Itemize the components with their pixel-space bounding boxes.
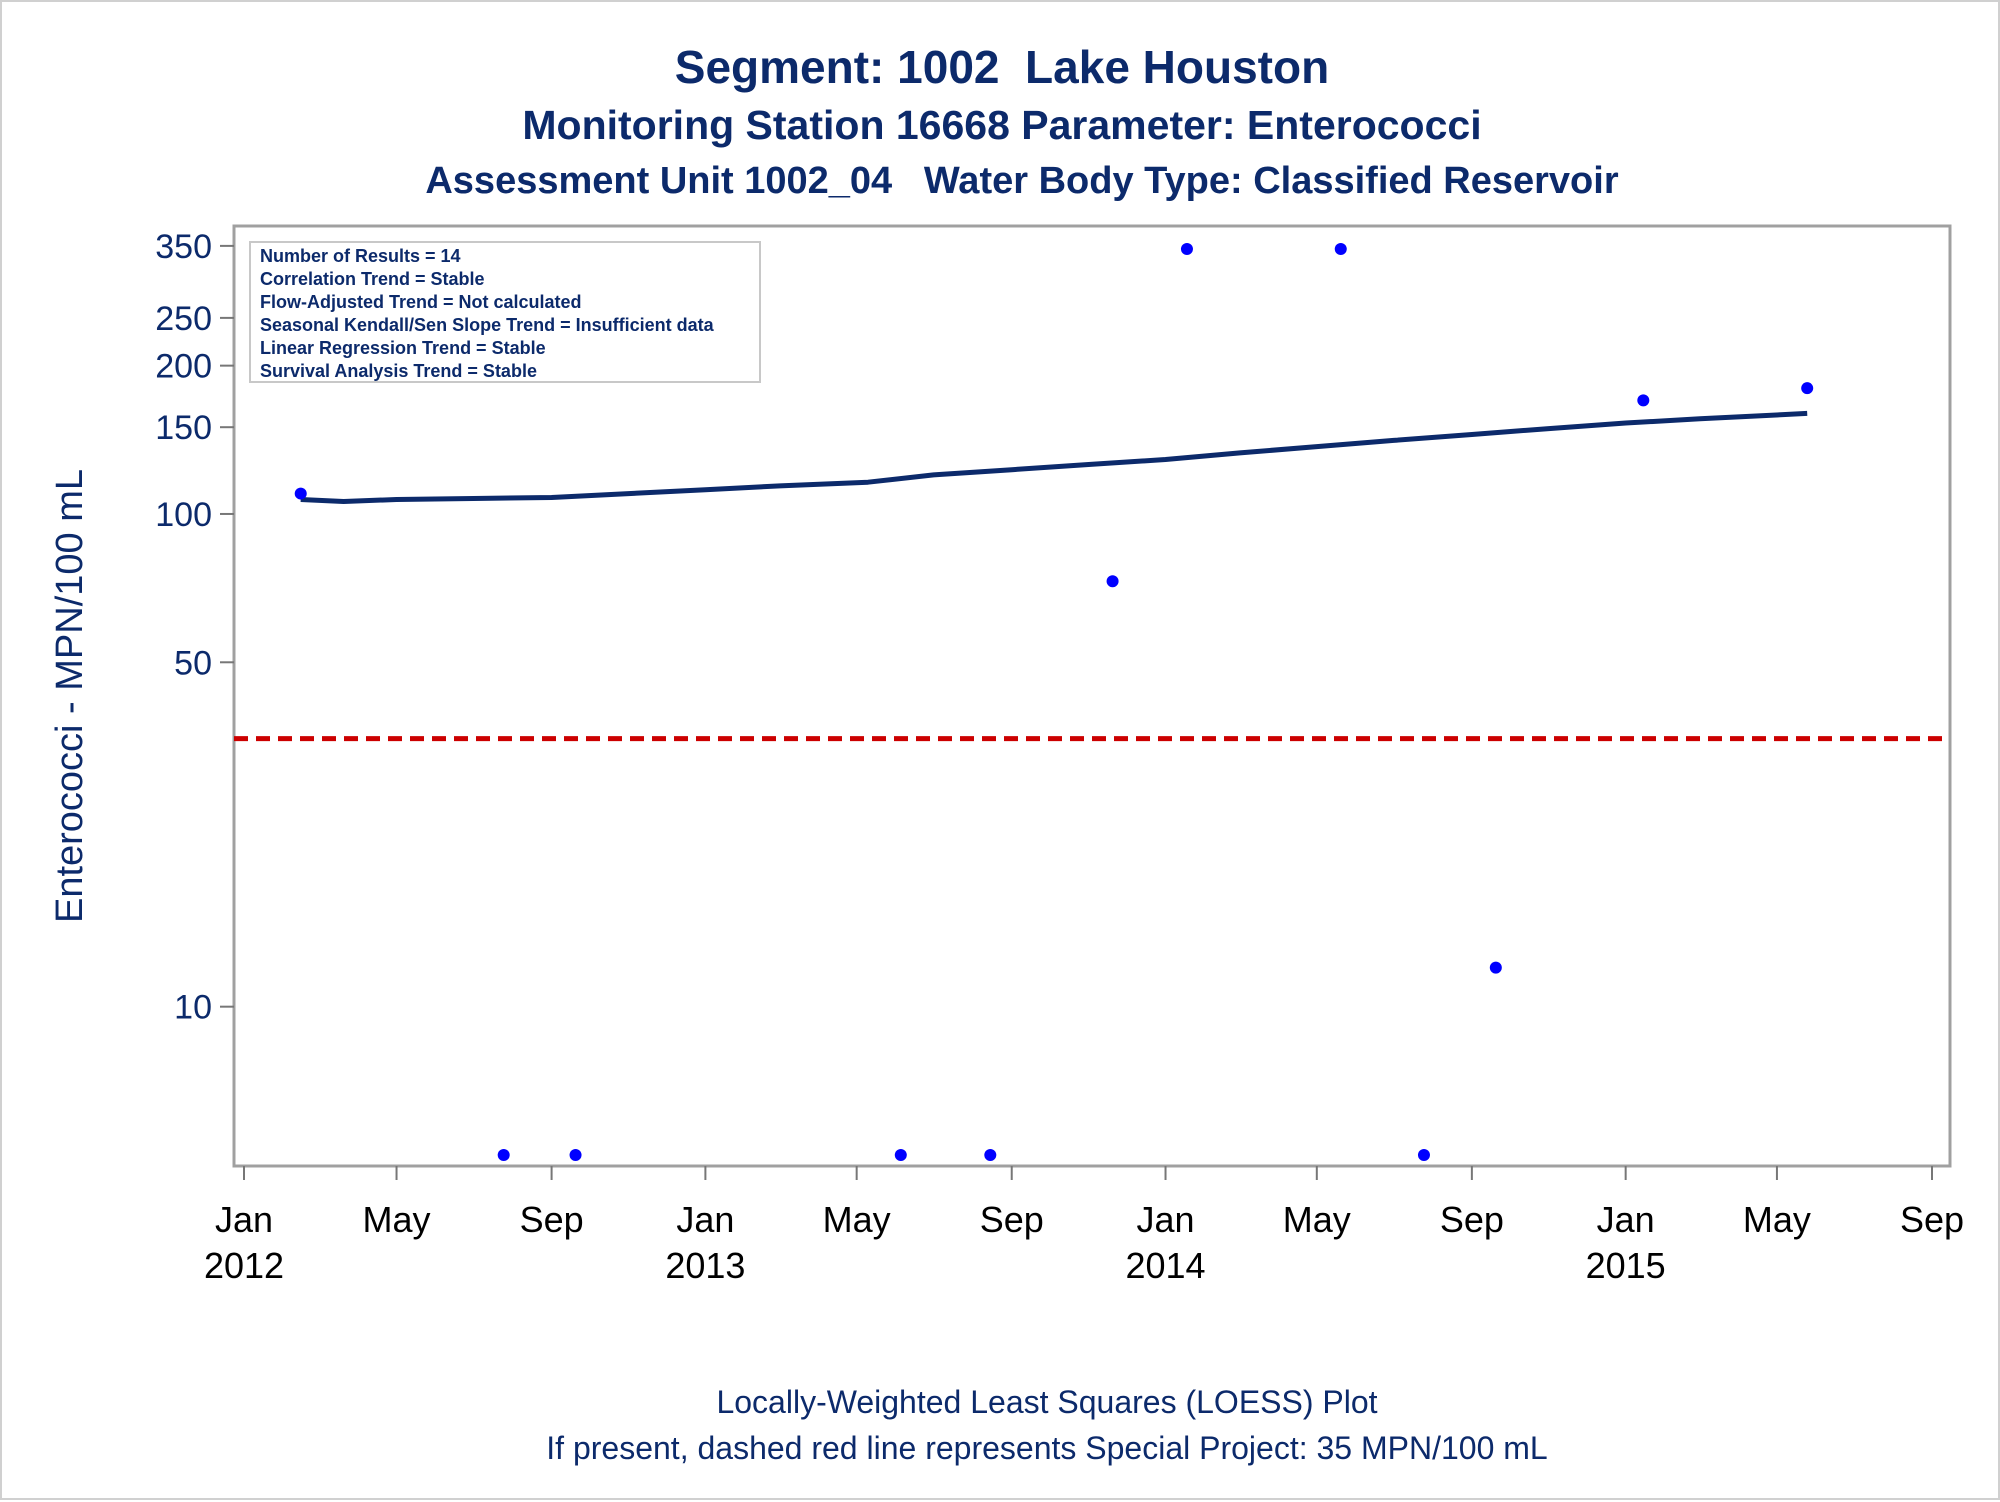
- x-tick-year-label: 2015: [1586, 1245, 1666, 1286]
- data-point: [1334, 242, 1347, 255]
- x-tick-label: May: [823, 1199, 891, 1240]
- data-point: [294, 487, 307, 500]
- y-tick-label: 10: [174, 989, 212, 1027]
- data-point: [1417, 1149, 1430, 1161]
- data-point: [497, 1149, 510, 1161]
- loess-curve: [300, 410, 1808, 504]
- stats-box-line: Flow-Adjusted Trend = Not calculated: [260, 292, 582, 312]
- data-point: [569, 1149, 582, 1161]
- x-tick-label: Sep: [980, 1199, 1044, 1240]
- data-point: [1637, 394, 1650, 407]
- stats-box-line: Correlation Trend = Stable: [260, 269, 485, 289]
- chart-subtitle-station: Monitoring Station 16668 Parameter: Ente…: [522, 102, 1482, 148]
- y-axis: 10 50 100 150 200 250 350: [155, 228, 234, 1027]
- y-axis-label: Enterococci - MPN/100 mL: [49, 469, 91, 923]
- x-tick-label: Jan: [1597, 1199, 1655, 1240]
- y-tick-label: 150: [155, 409, 212, 447]
- data-point: [1180, 242, 1193, 255]
- chart-subtitle-assessment: Assessment Unit 1002_04 Water Body Type:…: [425, 160, 1619, 202]
- x-tick-label: May: [1743, 1199, 1811, 1240]
- x-tick-label: Sep: [1900, 1199, 1964, 1240]
- x-tick-label: Sep: [1440, 1199, 1504, 1240]
- x-tick-label: Jan: [1137, 1199, 1195, 1240]
- data-point: [1106, 575, 1119, 588]
- x-tick-year-label: 2014: [1125, 1245, 1205, 1286]
- x-tick-label: May: [363, 1199, 431, 1240]
- chart-title: Segment: 1002 Lake Houston: [674, 41, 1330, 93]
- y-tick-label: 250: [155, 300, 212, 338]
- x-tick-year-label: 2012: [204, 1245, 284, 1286]
- stats-box-line: Linear Regression Trend = Stable: [260, 338, 546, 358]
- stats-box-line: Survival Analysis Trend = Stable: [260, 361, 537, 381]
- y-tick-label: 50: [174, 644, 212, 682]
- footnote-method: Locally-Weighted Least Squares (LOESS) P…: [716, 1384, 1378, 1420]
- data-point: [1801, 382, 1814, 395]
- data-point: [894, 1149, 907, 1161]
- y-tick-label: 350: [155, 228, 212, 266]
- x-tick-label: Jan: [676, 1199, 734, 1240]
- y-tick-label: 100: [155, 496, 212, 534]
- y-tick-label: 200: [155, 348, 212, 386]
- data-point: [1489, 961, 1502, 974]
- x-tick-label: Sep: [520, 1199, 584, 1240]
- stats-box-border: [249, 241, 761, 383]
- x-tick-label: May: [1283, 1199, 1351, 1240]
- footnote-reference: If present, dashed red line represents S…: [546, 1430, 1548, 1466]
- stats-box: Number of Results = 14 Correlation Trend …: [249, 241, 761, 383]
- stats-box-line: Number of Results = 14: [260, 246, 461, 266]
- stats-box-line: Seasonal Kendall/Sen Slope Trend = Insuf…: [260, 315, 715, 335]
- x-tick-label: Jan: [215, 1199, 273, 1240]
- x-axis: Jan 2012 May Sep Jan 2013 May Sep Jan 2014 May Sep J…: [204, 1166, 1964, 1286]
- data-point: [984, 1149, 997, 1161]
- x-tick-year-label: 2013: [665, 1245, 745, 1286]
